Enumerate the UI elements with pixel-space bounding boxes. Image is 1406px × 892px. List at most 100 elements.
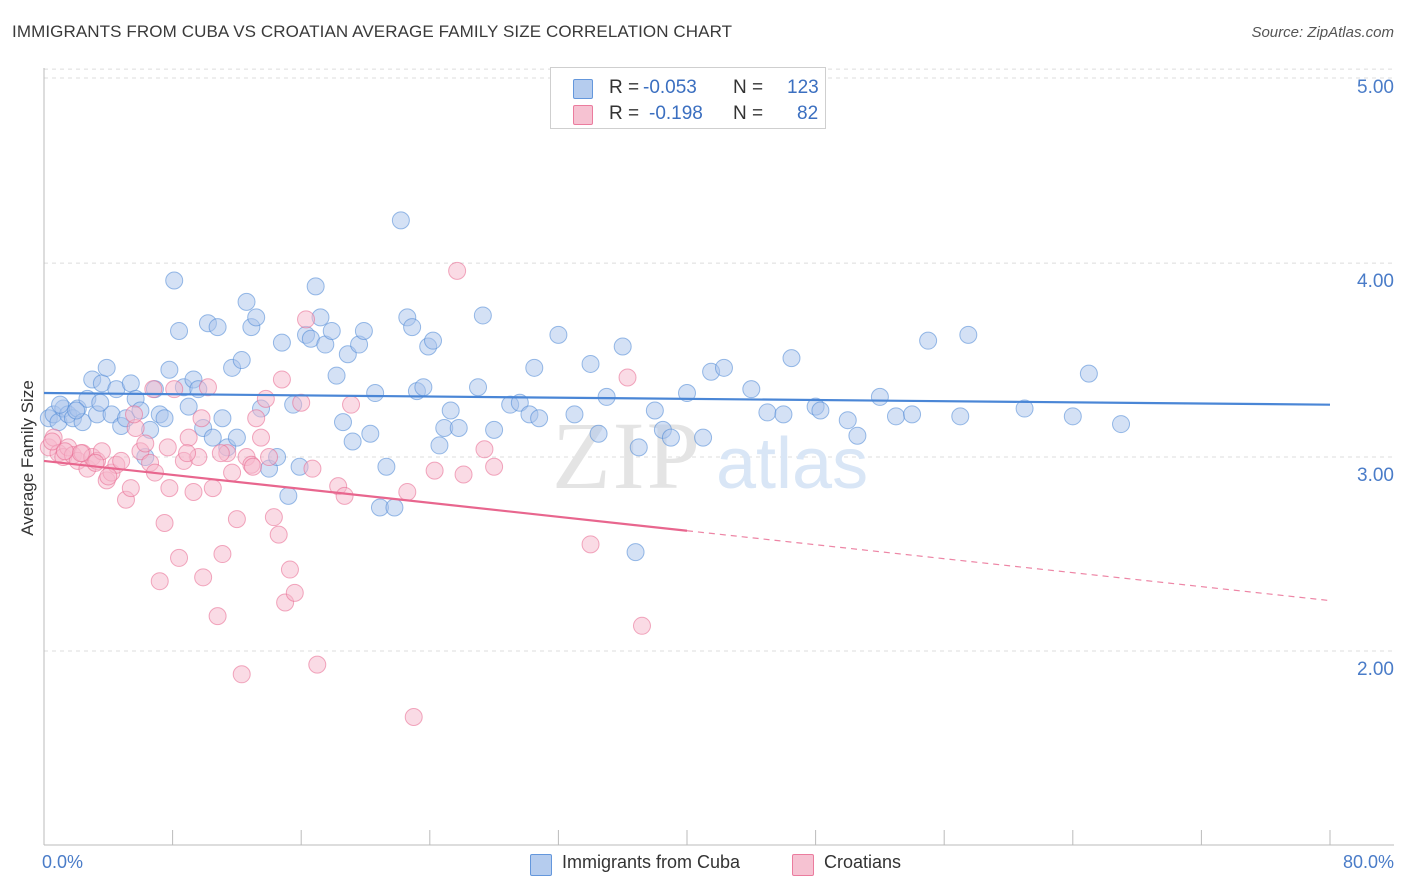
legend-label-cuba: Immigrants from Cuba bbox=[562, 852, 741, 872]
point-cuba bbox=[525, 358, 544, 377]
point-cuba bbox=[227, 428, 246, 447]
point-croatians bbox=[158, 438, 177, 457]
point-cuba bbox=[678, 384, 696, 403]
point-cuba bbox=[626, 543, 645, 562]
point-cuba bbox=[165, 271, 184, 290]
point-cuba bbox=[424, 331, 443, 350]
point-cuba bbox=[782, 349, 801, 368]
point-cuba bbox=[714, 358, 733, 377]
point-cuba bbox=[279, 486, 298, 505]
point-cuba bbox=[645, 401, 664, 420]
point-croatians bbox=[150, 572, 169, 591]
point-croatians bbox=[581, 535, 600, 554]
point-cuba bbox=[742, 380, 761, 399]
correlation-legend: R = -0.053 N = 123 R = -0.198 N = 82 bbox=[550, 67, 826, 129]
point-croatians bbox=[269, 525, 288, 544]
trend-line-croatians-extension bbox=[686, 530, 1331, 602]
point-cuba bbox=[179, 397, 198, 416]
point-croatians bbox=[125, 405, 144, 424]
point-cuba bbox=[530, 409, 549, 428]
point-croatians bbox=[632, 616, 651, 635]
point-cuba bbox=[694, 428, 713, 447]
point-cuba bbox=[774, 405, 793, 424]
point-cuba bbox=[203, 428, 222, 447]
point-croatians bbox=[203, 479, 222, 498]
r-value: -0.198 bbox=[649, 103, 703, 124]
point-croatians bbox=[136, 434, 155, 453]
point-cuba bbox=[414, 378, 433, 397]
point-croatians bbox=[618, 368, 637, 387]
point-croatians bbox=[155, 514, 174, 532]
point-croatians bbox=[192, 409, 211, 428]
point-cuba bbox=[91, 393, 110, 412]
legend-swatch-cuba bbox=[530, 854, 552, 876]
point-croatians bbox=[227, 510, 246, 529]
point-croatians bbox=[71, 444, 90, 463]
point-cuba bbox=[565, 405, 584, 424]
n-label: N = bbox=[733, 103, 764, 124]
point-cuba bbox=[903, 405, 922, 424]
point-croatians bbox=[342, 395, 361, 414]
point-cuba bbox=[597, 387, 616, 406]
point-cuba bbox=[848, 426, 867, 445]
point-cuba bbox=[322, 321, 341, 340]
point-cuba bbox=[886, 407, 905, 426]
chart-source: Source: ZipAtlas.com bbox=[1251, 24, 1394, 41]
point-cuba bbox=[366, 384, 385, 403]
point-cuba bbox=[97, 358, 116, 377]
point-cuba bbox=[811, 401, 830, 420]
axes bbox=[43, 68, 1394, 846]
point-croatians bbox=[43, 432, 62, 451]
point-cuba bbox=[67, 401, 86, 420]
point-croatians bbox=[264, 508, 283, 527]
y-tick-label: 4.00 bbox=[1357, 271, 1394, 292]
point-croatians bbox=[184, 482, 203, 501]
point-cuba bbox=[919, 331, 938, 350]
point-croatians bbox=[272, 370, 291, 389]
legend-label-croatians: Croatians bbox=[824, 852, 902, 872]
point-croatians bbox=[213, 545, 232, 564]
r-label: R = bbox=[609, 77, 640, 98]
point-cuba bbox=[430, 436, 449, 455]
chart-title: IMMIGRANTS FROM CUBA VS CROATIAN AVERAGE… bbox=[12, 22, 733, 41]
point-cuba bbox=[485, 420, 504, 439]
legend-swatch-cuba bbox=[573, 79, 593, 99]
point-croatians bbox=[208, 607, 227, 626]
point-cuba bbox=[549, 325, 568, 344]
x-tick-label-max: 80.0% bbox=[1342, 852, 1394, 872]
point-cuba bbox=[758, 403, 777, 422]
point-cuba bbox=[170, 321, 189, 340]
point-cuba bbox=[510, 393, 529, 412]
trend-line-cuba bbox=[43, 391, 1331, 406]
point-croatians bbox=[454, 465, 473, 484]
point-cuba bbox=[343, 432, 362, 451]
point-cuba bbox=[1112, 415, 1131, 434]
point-cuba bbox=[629, 438, 648, 457]
point-croatians bbox=[86, 453, 105, 472]
point-croatians bbox=[223, 463, 242, 482]
point-cuba bbox=[333, 413, 352, 432]
point-croatians bbox=[121, 479, 140, 498]
point-croatians bbox=[194, 568, 213, 587]
point-croatians bbox=[247, 409, 266, 428]
point-cuba bbox=[232, 351, 251, 370]
point-croatians bbox=[232, 665, 251, 684]
point-croatians bbox=[398, 482, 417, 501]
point-croatians bbox=[485, 457, 504, 476]
y-tick-label: 3.00 bbox=[1357, 465, 1394, 486]
y-tick-label: 2.00 bbox=[1357, 659, 1394, 680]
point-cuba bbox=[361, 424, 380, 443]
legend-swatch-croatians bbox=[573, 105, 593, 125]
point-croatians bbox=[475, 440, 494, 459]
point-cuba bbox=[121, 374, 140, 393]
point-cuba bbox=[1015, 399, 1034, 418]
point-cuba bbox=[327, 366, 346, 385]
point-cuba bbox=[473, 306, 492, 325]
point-cuba bbox=[272, 333, 291, 352]
point-cuba bbox=[838, 411, 857, 430]
y-tick-labels: 2.00 3.00 4.00 5.00 bbox=[1357, 77, 1394, 680]
point-cuba bbox=[613, 337, 632, 356]
point-croatians bbox=[198, 378, 217, 397]
point-cuba bbox=[237, 292, 256, 311]
point-cuba bbox=[581, 354, 600, 373]
